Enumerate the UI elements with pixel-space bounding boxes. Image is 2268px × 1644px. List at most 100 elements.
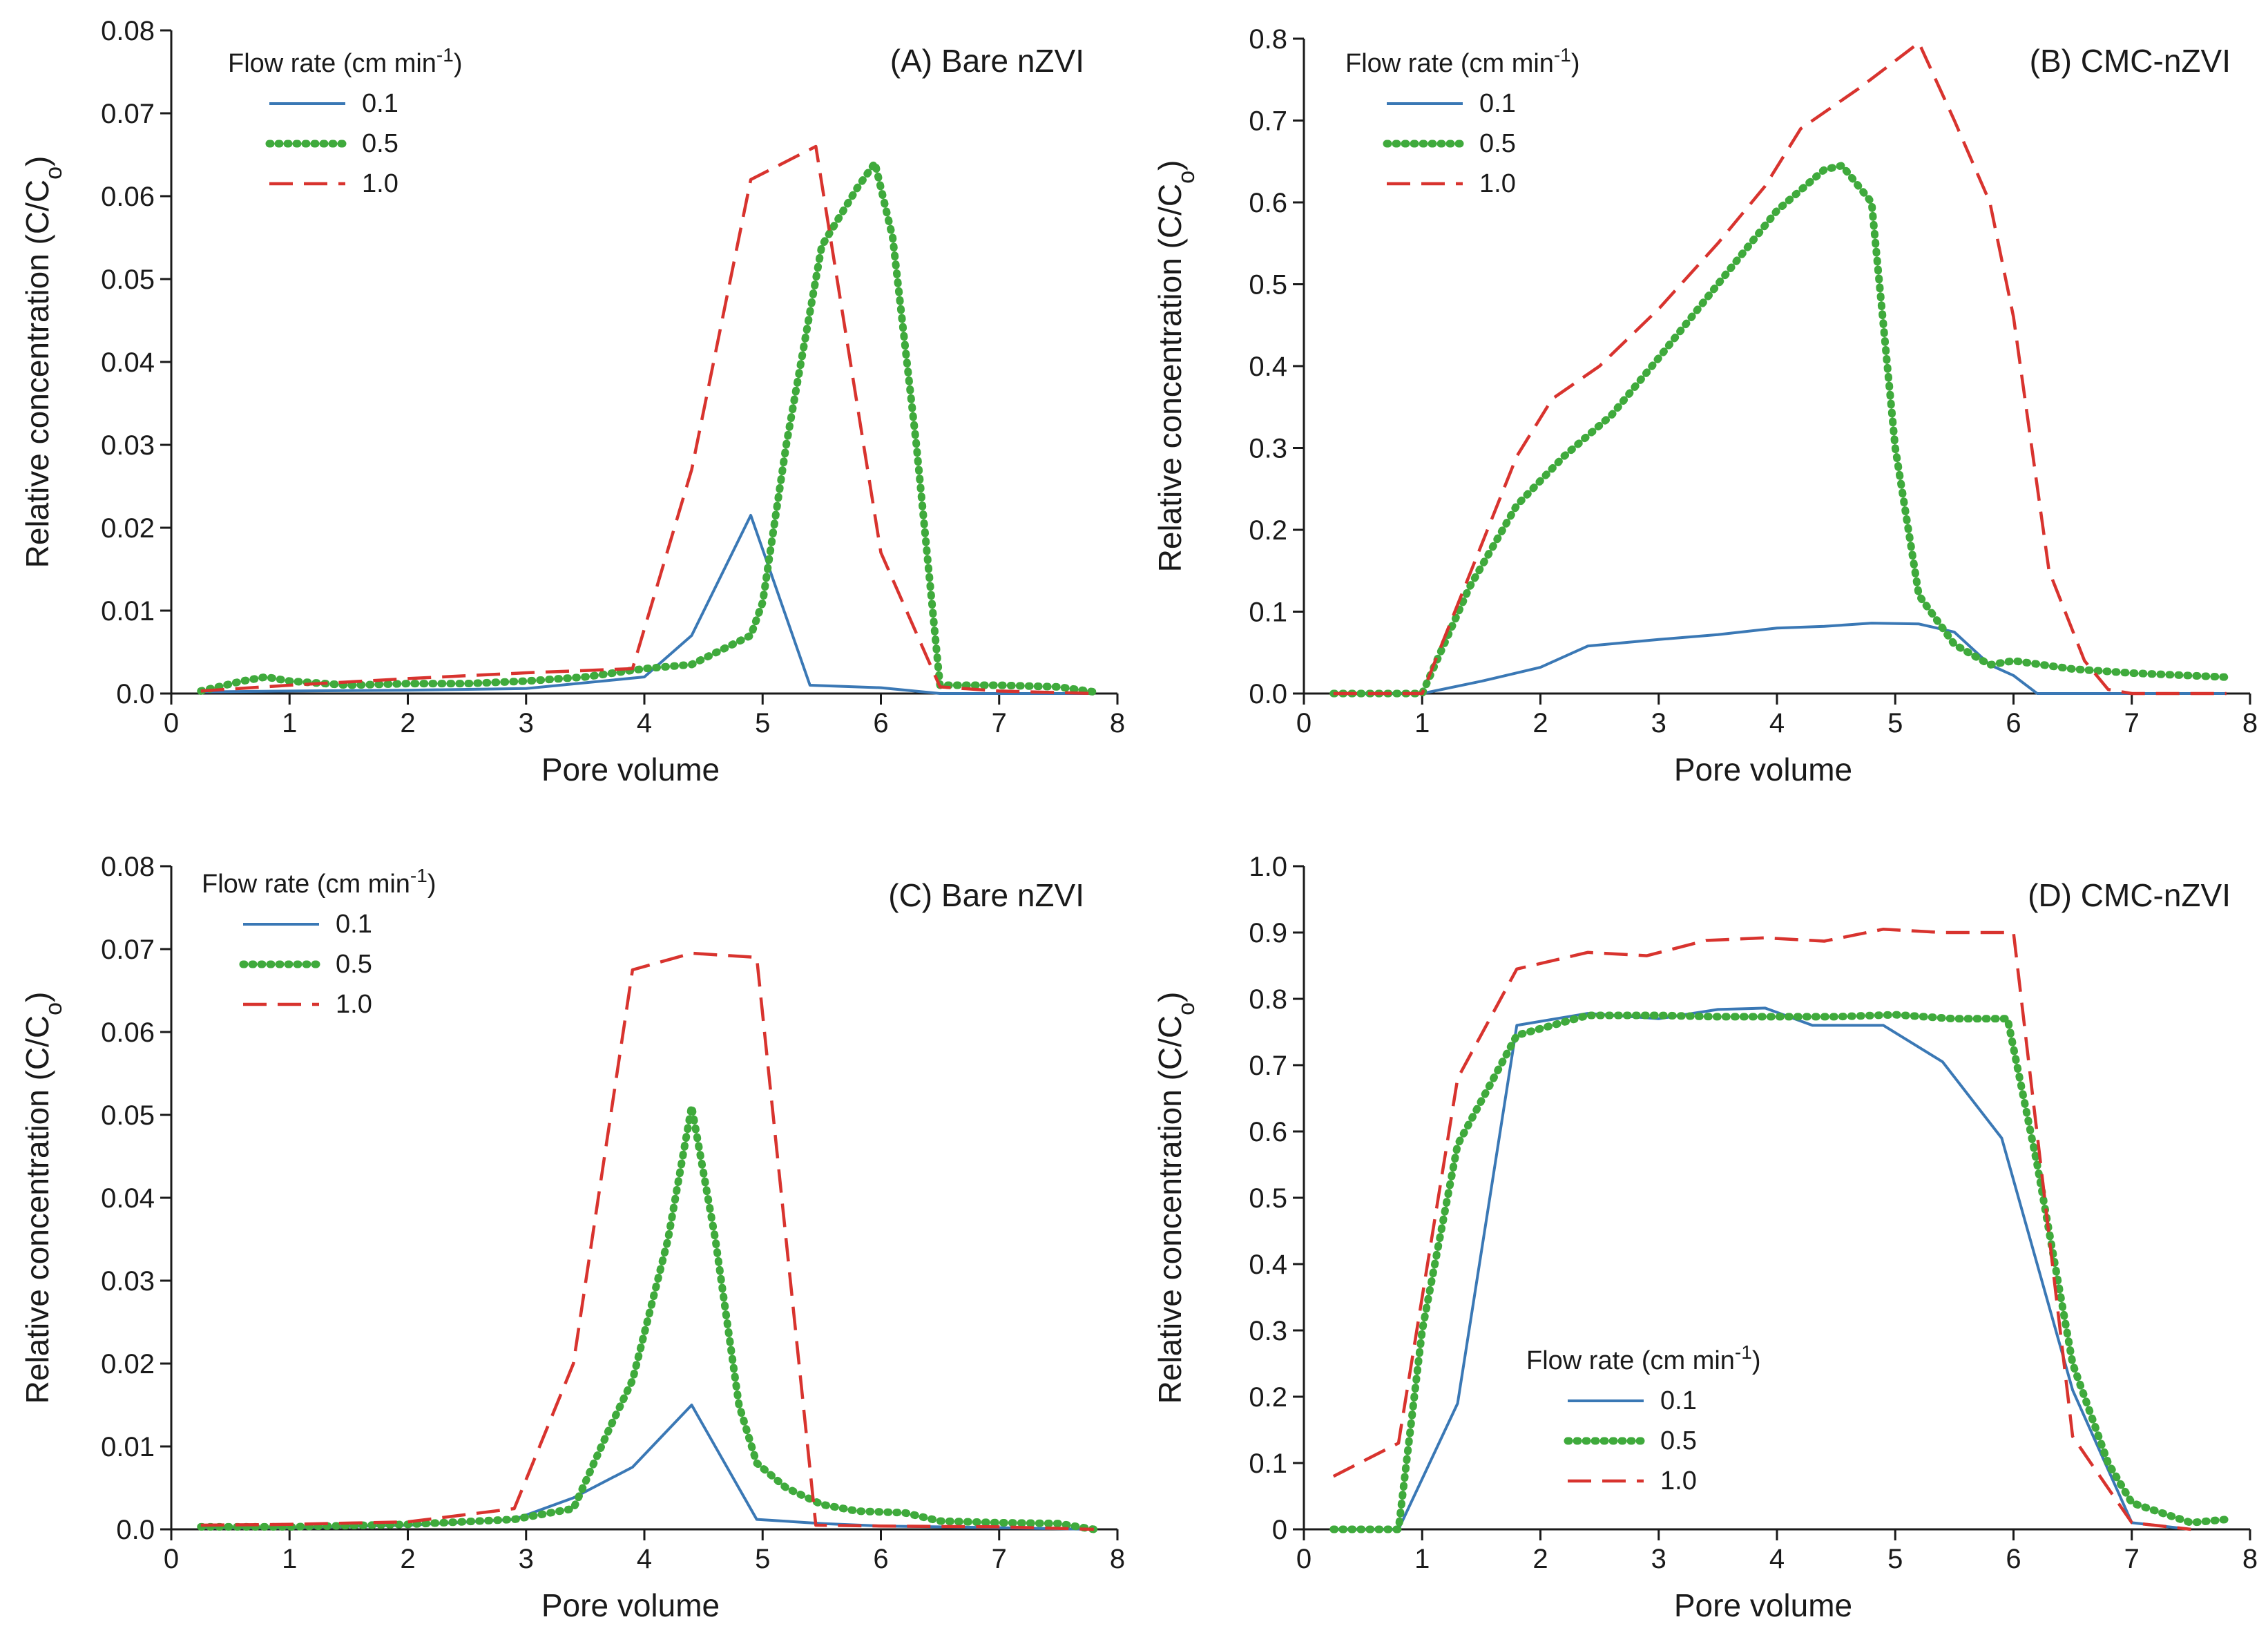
y-tick-label: 0.7 xyxy=(1249,1051,1287,1081)
y-tick-label: 0.3 xyxy=(1249,1316,1287,1346)
y-tick-label: 0.8 xyxy=(1249,984,1287,1015)
legend-title-superscript: -1 xyxy=(1735,1341,1752,1363)
y-tick-label: 0.0 xyxy=(1249,679,1287,709)
y-tick-label: 0.04 xyxy=(101,1183,155,1214)
y-tick-label: 0.03 xyxy=(101,1266,155,1297)
y-axis-title-close: ) xyxy=(1152,992,1188,1002)
y-tick-label: 0.4 xyxy=(1249,1250,1287,1280)
series-line-0-1 xyxy=(200,514,1094,695)
y-tick-label: 0.03 xyxy=(101,430,155,461)
y-tick-label: 0.07 xyxy=(101,935,155,965)
x-tick-label: 0 xyxy=(164,1544,179,1574)
x-tick-label: 3 xyxy=(1651,708,1666,738)
x-tick-label: 6 xyxy=(873,708,888,738)
legend-entry-label: 1.0 xyxy=(1660,1466,1697,1495)
legend-entry-label: 0.1 xyxy=(362,89,398,118)
x-tick-label: 3 xyxy=(519,1544,534,1574)
y-tick-label: 0.6 xyxy=(1249,188,1287,218)
x-tick-label: 4 xyxy=(1769,1544,1785,1574)
y-axis-title-main: Relative concentration (C/C xyxy=(1152,184,1188,572)
x-tick-label: 7 xyxy=(992,1544,1007,1574)
x-tick-label: 5 xyxy=(1887,708,1903,738)
legend-title-close: ) xyxy=(1752,1346,1761,1375)
y-tick-label: 0.05 xyxy=(101,1100,155,1131)
x-axis-title: Pore volume xyxy=(541,1587,720,1623)
legend-entry-label: 0.1 xyxy=(336,910,372,939)
y-axis-title-close: ) xyxy=(19,992,55,1002)
chart-panel-c: 0 1 2 3 4 5 6 7 8 0.0 0.01 0.02 0.03 0.04 0.05 0.06 0.07… xyxy=(19,852,1125,1623)
y-tick-label: 0.2 xyxy=(1249,1382,1287,1413)
y-tick-label: 0.02 xyxy=(101,513,155,544)
series-line-0-5 xyxy=(197,159,1098,696)
x-tick-label: 0 xyxy=(164,708,179,738)
legend: Flow rate (cm min-1) 0.1 0.5 1.0 xyxy=(1345,44,1579,199)
chart-panel-a: 0 1 2 3 4 5 6 7 8 0.0 0.01 0.02 0.03 0.04 0.05 0.06 0.07… xyxy=(19,16,1125,787)
y-tick-label: 0.5 xyxy=(1249,270,1287,300)
y-axis-title: Relative concentration (C/Co) xyxy=(1152,160,1200,573)
x-tick-label: 8 xyxy=(2242,1544,2258,1574)
legend-entry-label: 0.5 xyxy=(336,950,372,979)
x-tick-label: 6 xyxy=(873,1544,888,1574)
legend-title: Flow rate (cm min-1) xyxy=(1526,1341,1760,1376)
panel-title: (B) CMC-nZVI xyxy=(2030,43,2231,79)
x-tick-label: 3 xyxy=(519,708,534,738)
y-tick-label: 0.0 xyxy=(116,1515,155,1545)
x-tick-label: 7 xyxy=(2124,1544,2140,1574)
x-tick-label: 2 xyxy=(1532,1544,1548,1574)
panel-title: (A) Bare nZVI xyxy=(890,43,1084,79)
x-tick-label: 1 xyxy=(282,1544,297,1574)
x-axis-title: Pore volume xyxy=(1674,752,1852,787)
legend: Flow rate (cm min-1) 0.1 0.5 1.0 xyxy=(228,44,462,199)
legend-entry-label: 0.1 xyxy=(1660,1386,1697,1415)
y-tick-label: 0.7 xyxy=(1249,106,1287,137)
series-line-0-5 xyxy=(1329,1011,2231,1533)
x-tick-label: 5 xyxy=(755,1544,770,1574)
legend: Flow rate (cm min-1) 0.1 0.5 1.0 xyxy=(202,865,436,1020)
x-tick-label: 7 xyxy=(2124,708,2140,738)
y-axis-title-main: Relative concentration (C/C xyxy=(19,1015,55,1404)
series-line-0-1 xyxy=(1333,1006,2191,1531)
legend-title-superscript: -1 xyxy=(436,44,454,66)
legend: Flow rate (cm min-1) 0.1 0.5 1.0 xyxy=(1526,1341,1760,1496)
legend-title-main: Flow rate (cm min xyxy=(228,49,436,78)
legend-entry-label: 0.5 xyxy=(1660,1426,1697,1455)
series-line-0-5 xyxy=(197,1102,1098,1533)
series-line-1-0 xyxy=(1333,41,2227,696)
x-tick-label: 1 xyxy=(282,708,297,738)
y-tick-label: 0.5 xyxy=(1249,1183,1287,1214)
chart-panel-b: 0 1 2 3 4 5 6 7 8 0.0 0.1 0.2 0.3 0.4 0.5 0.6 0.7 0.8 Pore… xyxy=(1152,24,2258,787)
y-axis-title-main: Relative concentration (C/C xyxy=(1152,1015,1188,1404)
x-tick-label: 8 xyxy=(2242,708,2258,738)
y-axis-title-main: Relative concentration (C/C xyxy=(19,180,55,568)
y-tick-label: 0.04 xyxy=(101,347,155,378)
y-axis-title: Relative concentration (C/Co) xyxy=(19,992,67,1404)
y-tick-label: 0.2 xyxy=(1249,515,1287,546)
y-tick-label: 0.01 xyxy=(101,1432,155,1462)
x-tick-label: 0 xyxy=(1296,708,1311,738)
y-axis-title: Relative concentration (C/Co) xyxy=(1152,992,1200,1404)
y-tick-label: 0 xyxy=(1272,1515,1287,1545)
legend-entry-label: 1.0 xyxy=(1479,169,1516,198)
legend-title-superscript: -1 xyxy=(1554,44,1571,66)
y-tick-label: 0.3 xyxy=(1249,434,1287,464)
y-tick-label: 0.6 xyxy=(1249,1117,1287,1147)
legend-title-main: Flow rate (cm min xyxy=(1526,1346,1735,1375)
x-tick-label: 4 xyxy=(1769,708,1785,738)
y-tick-label: 0.07 xyxy=(101,99,155,129)
panel-title: (C) Bare nZVI xyxy=(888,877,1084,913)
y-axis-title: Relative concentration (C/Co) xyxy=(19,156,67,568)
x-tick-label: 2 xyxy=(400,1544,415,1574)
x-axis-title: Pore volume xyxy=(1674,1587,1852,1623)
legend-title-close: ) xyxy=(427,870,436,899)
x-axis-title: Pore volume xyxy=(541,752,720,787)
x-tick-label: 1 xyxy=(1414,1544,1430,1574)
series-line-0-1 xyxy=(1333,622,2227,695)
x-tick-label: 2 xyxy=(400,708,415,738)
y-axis-title-subscript: o xyxy=(1173,171,1200,184)
legend-entry-label: 0.5 xyxy=(1479,129,1516,158)
x-tick-label: 6 xyxy=(2006,1544,2021,1574)
x-tick-label: 5 xyxy=(755,708,770,738)
y-tick-label: 0.06 xyxy=(101,182,155,212)
y-tick-label: 0.08 xyxy=(101,16,155,46)
legend-entry-label: 1.0 xyxy=(336,990,372,1019)
